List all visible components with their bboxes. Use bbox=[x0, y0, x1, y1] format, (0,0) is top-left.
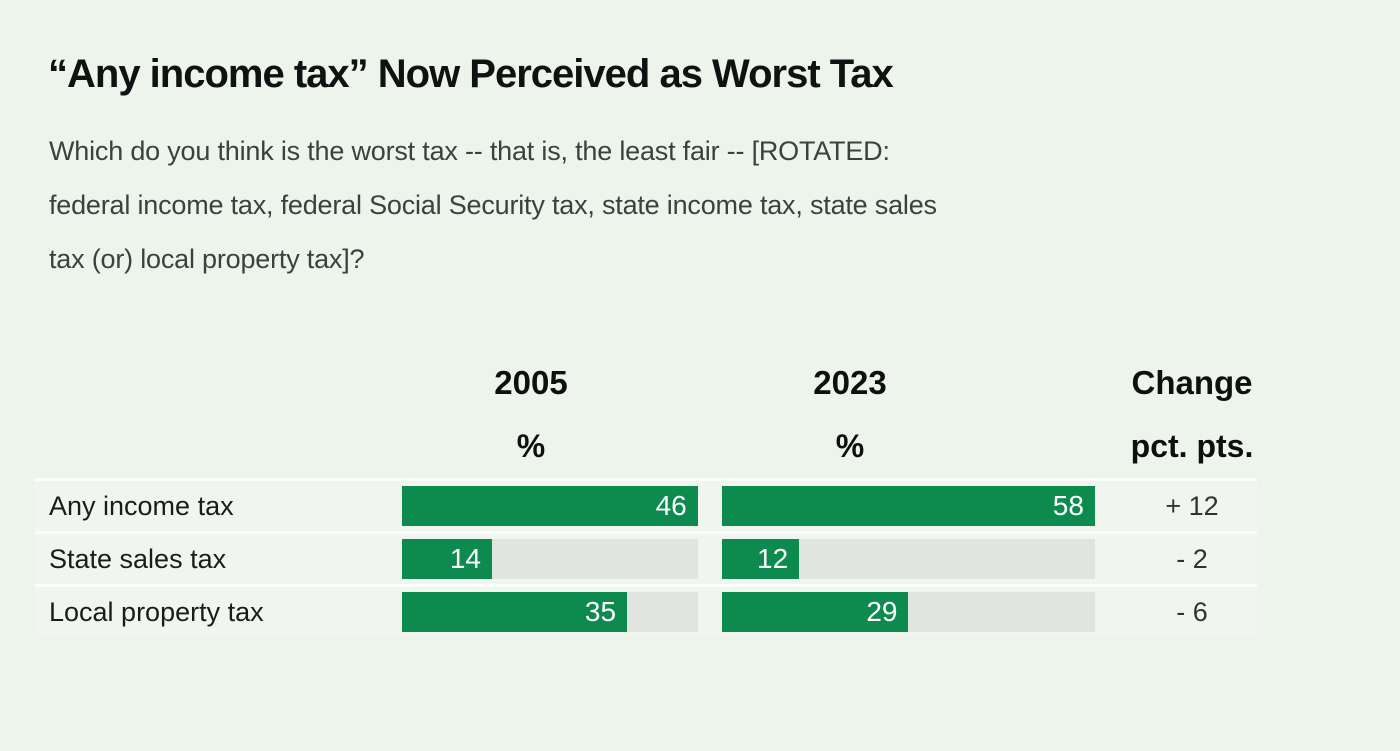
bar-2005: 46 bbox=[402, 486, 698, 526]
table-row: Any income tax 46 58 + 12 bbox=[35, 478, 1257, 531]
bar-value: 58 bbox=[1052, 490, 1084, 521]
column-unit-change: pct. pts. bbox=[1130, 428, 1254, 464]
column-header-2023: 2023 bbox=[813, 364, 887, 401]
bar-2005: 14 bbox=[402, 539, 493, 579]
bar-value: 29 bbox=[866, 596, 898, 627]
column-header-2005: 2005 bbox=[494, 364, 568, 401]
bar-value: 46 bbox=[655, 490, 687, 521]
bar-2023: 58 bbox=[722, 486, 1095, 526]
table-row: State sales tax 14 12 - 2 bbox=[35, 531, 1257, 584]
row-label: Any income tax bbox=[49, 490, 234, 521]
bar-track-2023: 58 bbox=[722, 486, 1095, 526]
table-row: Local property tax 35 29 - 6 bbox=[35, 584, 1257, 637]
change-value: - 2 bbox=[1176, 543, 1208, 574]
bar-2023: 29 bbox=[722, 592, 909, 632]
bar-track-2023: 29 bbox=[722, 592, 1095, 632]
column-unit-2023: % bbox=[835, 428, 865, 464]
question-line-2: federal income tax, federal Social Secur… bbox=[49, 190, 937, 220]
column-unit-2005: % bbox=[516, 428, 546, 464]
question-line-3: tax (or) local property tax]? bbox=[49, 244, 365, 274]
bar-track-2005: 46 bbox=[402, 486, 698, 526]
question-line-1: Which do you think is the worst tax -- t… bbox=[49, 136, 890, 166]
change-value: - 6 bbox=[1176, 596, 1208, 627]
bar-value: 12 bbox=[757, 543, 789, 574]
bar-value: 14 bbox=[449, 543, 482, 574]
bar-track-2005: 14 bbox=[402, 539, 698, 579]
chart-title: “Any income tax” Now Perceived as Worst … bbox=[48, 52, 894, 96]
bar-track-2023: 12 bbox=[722, 539, 1095, 579]
bar-track-2005: 35 bbox=[402, 592, 698, 632]
bar-table: Any income tax 46 58 + 12 State sales ta… bbox=[35, 478, 1257, 637]
bar-2005: 35 bbox=[402, 592, 628, 632]
bar-value: 35 bbox=[584, 596, 617, 627]
change-value: + 12 bbox=[1165, 490, 1219, 521]
row-label: State sales tax bbox=[49, 543, 227, 574]
column-header-change: Change bbox=[1131, 364, 1253, 401]
bar-2023: 12 bbox=[722, 539, 800, 579]
row-label: Local property tax bbox=[49, 596, 264, 627]
chart-question: Which do you think is the worst tax -- t… bbox=[49, 124, 937, 286]
